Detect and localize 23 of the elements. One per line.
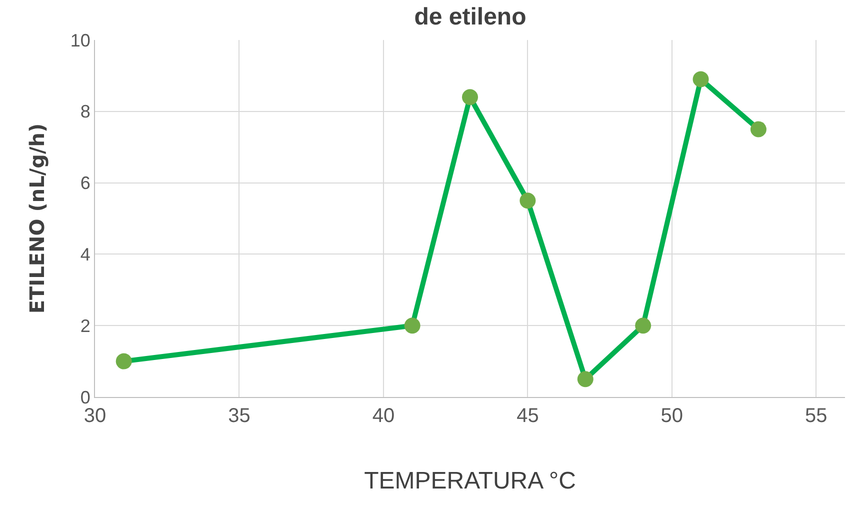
y-axis-title: ETILENO (nL/g/h) [24,123,49,314]
point [520,192,536,209]
y-tick-label: 4 [80,244,90,264]
x-axis-title: TEMPERATURA °C [364,467,576,494]
point [692,71,709,88]
y-tick-label: 8 [80,102,90,122]
x-tick-label: 30 [84,405,106,427]
y-tick-label: 2 [80,316,90,336]
y-tick-label: 10 [70,30,90,50]
point [750,121,766,138]
point [116,353,132,370]
chart-title: de etileno [414,4,526,31]
x-tick-label: 55 [805,405,828,427]
y-tick-label: 0 [80,387,90,408]
y-tick-label: 6 [80,173,90,194]
x-tick-label: 35 [228,405,250,427]
point [635,318,652,334]
x-tick-label: 40 [372,405,395,427]
x-tick-label: 50 [660,405,684,427]
point [577,371,594,388]
point [462,89,478,106]
x-tick-label: 45 [516,405,539,427]
point [404,318,420,334]
